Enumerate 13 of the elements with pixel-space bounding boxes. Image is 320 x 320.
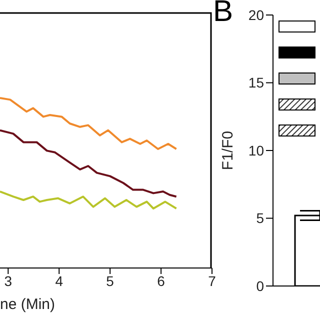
y-tick-label: 0 [256,278,264,294]
x-tick-label: 7 [208,272,216,289]
x-tick-label: 4 [55,272,64,289]
x-tick-label: 6 [157,272,166,289]
y-tick-label: 5 [256,210,264,226]
x-tick-label: 3 [4,272,12,289]
chart-title: B [213,0,234,29]
y-tick-label: 15 [248,74,264,91]
y-axis-title: F1/F0 [219,130,236,170]
x-tick-label: 5 [106,272,114,289]
x-axis-title: ne (Min) [0,296,56,313]
y-tick-label: 10 [248,142,264,158]
y-tick-label: 20 [248,6,264,23]
